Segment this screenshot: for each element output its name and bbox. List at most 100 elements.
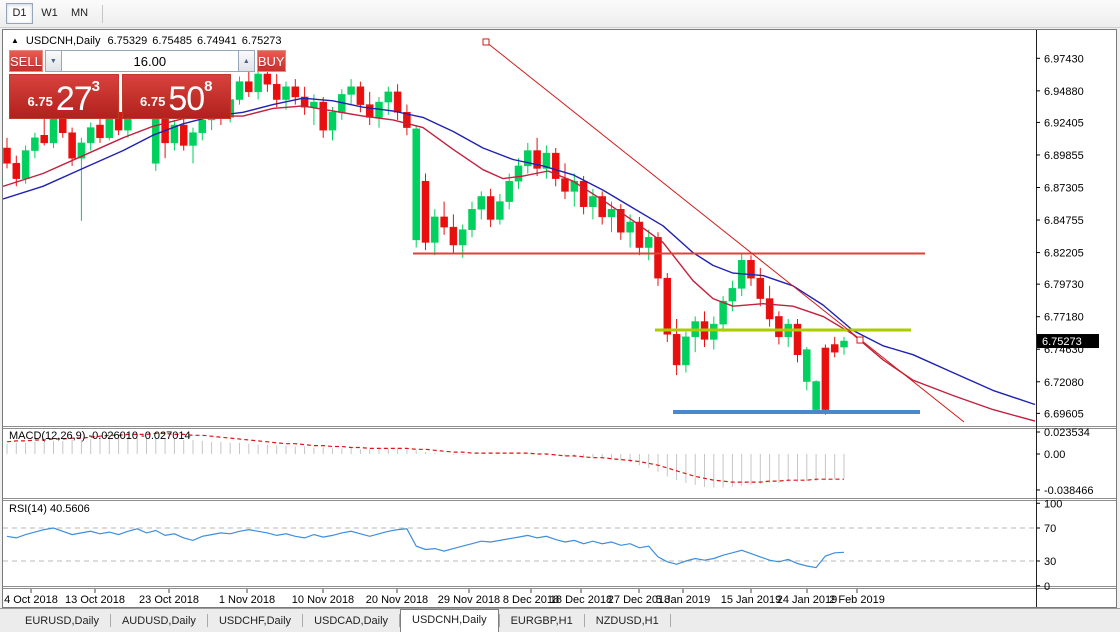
rsi-axis-label: 100 (1044, 498, 1062, 510)
rsi-indicator-label: RSI(14) 40.5606 (9, 503, 90, 515)
candle-body (598, 196, 606, 218)
candle-body (626, 221, 634, 233)
candle-body (775, 316, 783, 338)
sell-price-box[interactable]: 6.75 27 3 (9, 74, 119, 119)
candle-body (654, 237, 662, 279)
timeframe-d1-button[interactable]: D1 (6, 3, 33, 24)
macd-signal-line (6, 432, 844, 483)
macd-axis-label: 0.00 (1044, 449, 1065, 461)
candle-body (793, 323, 802, 355)
candle-body (170, 124, 179, 144)
candle-body (635, 221, 644, 248)
candle-body (49, 114, 58, 144)
date-axis-label: 4 Oct 2018 (4, 594, 58, 606)
candle-body (524, 150, 532, 167)
volume-decrease-button[interactable]: ▼ (44, 50, 62, 72)
candle-body (589, 196, 597, 207)
chart-tab[interactable]: USDCHF,Daily (218, 615, 292, 627)
date-axis-label: 5 Jan 2019 (656, 594, 710, 606)
candle-body (756, 277, 765, 299)
ohlc-high: 6.75485 (152, 35, 193, 47)
candle-body (40, 134, 48, 144)
ohlc-open: 6.75329 (107, 35, 148, 47)
volume-increase-button[interactable]: ▲ (237, 50, 255, 72)
price-axis-label: 6.92405 (1044, 117, 1084, 129)
date-axis-label: 8 Dec 2018 (503, 594, 559, 606)
chart-tab[interactable]: EURGBP,H1 (510, 615, 573, 627)
sell-button[interactable]: SELL (9, 50, 43, 72)
macd-indicator-label: MACD(12,26,9) -0.026010 -0.027014 (9, 430, 191, 442)
chart-header: ▲ USDCNH,Daily 6.75329 6.75485 6.74941 6… (11, 35, 282, 47)
candle-body (431, 216, 439, 243)
chart-window[interactable]: 6.97430 6.94880 6.92405 6.89855 6.87305 6.847… (2, 29, 1117, 608)
candle-body (710, 323, 718, 340)
timeframe-w1-button[interactable]: W1 (36, 3, 63, 24)
chart-tab[interactable]: AUDUSD,Daily (121, 615, 196, 627)
price-axis-label: 6.87305 (1044, 182, 1084, 194)
candle-body (282, 86, 290, 100)
candle-body (468, 209, 476, 230)
price-axis-label: 6.82205 (1044, 248, 1084, 260)
candle-body (328, 112, 337, 131)
chart-tab[interactable]: USDCAD,Daily (314, 615, 389, 627)
candle-body (728, 288, 737, 302)
candle-body (31, 137, 39, 151)
candle-body (496, 201, 504, 220)
candle-body (449, 226, 458, 246)
tab-separator (583, 614, 585, 627)
chevron-up-icon: ▲ (242, 57, 250, 65)
candle-body (68, 132, 76, 159)
ohlc-close: 6.75273 (241, 35, 282, 47)
candle-body (644, 237, 653, 248)
chart-tab-bar: EURUSD,Daily AUDUSD,Daily USDCHF,Daily USDC… (0, 608, 1120, 632)
date-axis-label: 27 Dec 2018 (608, 594, 670, 606)
collapse-trade-panel-icon[interactable]: ▲ (11, 36, 19, 45)
candle-body (542, 152, 551, 169)
price-axis-label: 6.94880 (1044, 86, 1084, 98)
candle-body (347, 86, 355, 95)
candle-body (421, 180, 430, 243)
candle-body (672, 334, 681, 366)
ohlc-low: 6.74941 (197, 35, 237, 47)
date-axis-label: 29 Nov 2018 (438, 594, 500, 606)
candle-body (812, 381, 820, 410)
macd-axis-label: -0.038466 (1044, 485, 1094, 497)
chart-tab[interactable]: NZDUSD,H1 (595, 615, 659, 627)
candle-body (263, 73, 272, 85)
date-axis-label: 18 Dec 2018 (550, 594, 612, 606)
candle-body (114, 112, 123, 131)
candle-body (440, 216, 448, 228)
candle-body (561, 178, 569, 192)
trendline-anchor-handle (856, 336, 864, 344)
date-axis-label: 15 Jan 2019 (721, 594, 782, 606)
chart-canvas[interactable]: 6.97430 6.94880 6.92405 6.89855 6.87305 6.847… (3, 30, 1116, 607)
candle-body (412, 128, 420, 241)
buy-price-box[interactable]: 6.75 50 8 (121, 74, 231, 119)
candle-body (12, 163, 21, 179)
rsi-axis-label: 30 (1044, 556, 1056, 568)
one-click-trading-panel: SELL ▼ ▲ BUY 6.75 27 3 6.75 50 8 (9, 50, 286, 119)
candle-body (840, 340, 848, 348)
buy-button[interactable]: BUY (256, 50, 286, 72)
candle-body (319, 101, 327, 131)
candle-body (245, 81, 253, 93)
candle-body (198, 119, 207, 133)
timeframe-mn-button[interactable]: MN (66, 3, 93, 24)
candle-body (803, 349, 811, 382)
candle-body (291, 86, 300, 98)
chart-symbol-label: USDCNH,Daily (25, 35, 101, 47)
candle-body (486, 196, 495, 220)
price-axis-label: 6.84755 (1044, 215, 1084, 227)
candle-body (384, 91, 393, 103)
date-axis-label: 20 Nov 2018 (366, 594, 428, 606)
candle-body (533, 150, 541, 169)
chart-tab[interactable]: USDCNH,Daily (400, 609, 499, 632)
volume-input[interactable] (61, 50, 238, 72)
candle-body (477, 196, 486, 210)
macd-axis-label: 0.023534 (1044, 427, 1090, 439)
candle-body (21, 150, 30, 179)
date-axis-label: 24 Jan 2019 (777, 594, 838, 606)
chart-tab[interactable]: EURUSD,Daily (25, 615, 99, 627)
candle-body (663, 277, 672, 335)
price-axis-label: 6.79730 (1044, 279, 1084, 291)
